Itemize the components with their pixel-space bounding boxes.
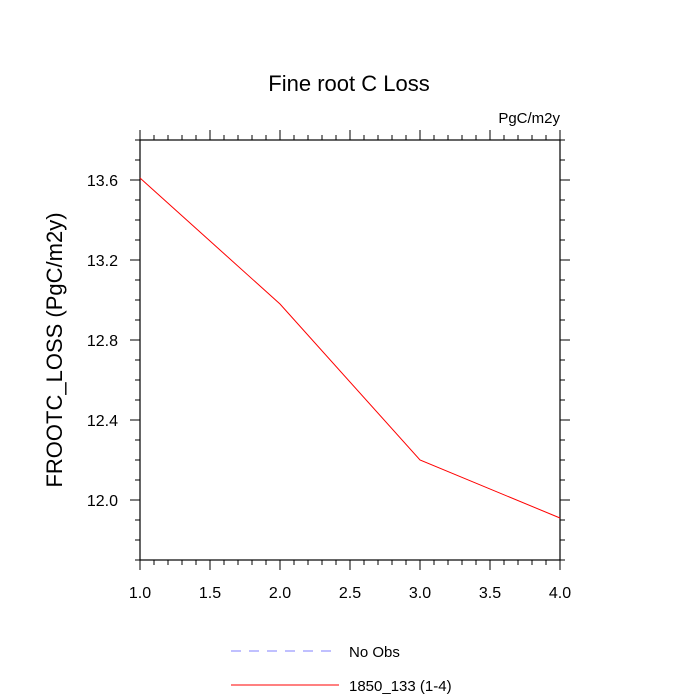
x-tick-label: 1.5 bbox=[199, 585, 221, 602]
y-tick-label: 12.4 bbox=[87, 413, 118, 430]
y-tick-label: 13.6 bbox=[87, 173, 118, 190]
x-tick-label: 2.5 bbox=[339, 585, 361, 602]
plot-area: 1.0 1.5 2.0 2.5 3.0 3.5 4.0 12.0 12.4 12.8 13.2 13.… bbox=[87, 130, 571, 602]
x-tick-label: 2.0 bbox=[269, 585, 291, 602]
x-tick-label: 1.0 bbox=[129, 585, 151, 602]
y-tick-label: 12.8 bbox=[87, 333, 118, 350]
y-axis-label: FROOTC_LOSS (PgC/m2y) bbox=[42, 212, 67, 487]
units-label: PgC/m2y bbox=[498, 110, 560, 127]
chart-title: Fine root C Loss bbox=[268, 71, 429, 96]
legend-label: No Obs bbox=[349, 644, 400, 661]
y-tick-label: 13.2 bbox=[87, 253, 118, 270]
y-tick-label: 12.0 bbox=[87, 493, 118, 510]
x-tick-label: 4.0 bbox=[549, 585, 571, 602]
series-line bbox=[139, 177, 561, 519]
legend: No Obs 1850_133 (1-4) bbox=[231, 644, 452, 695]
plot-frame bbox=[139, 139, 561, 561]
x-tick-label: 3.5 bbox=[479, 585, 501, 602]
legend-label: 1850_133 (1-4) bbox=[349, 678, 452, 695]
x-tick-label: 3.0 bbox=[409, 585, 431, 602]
